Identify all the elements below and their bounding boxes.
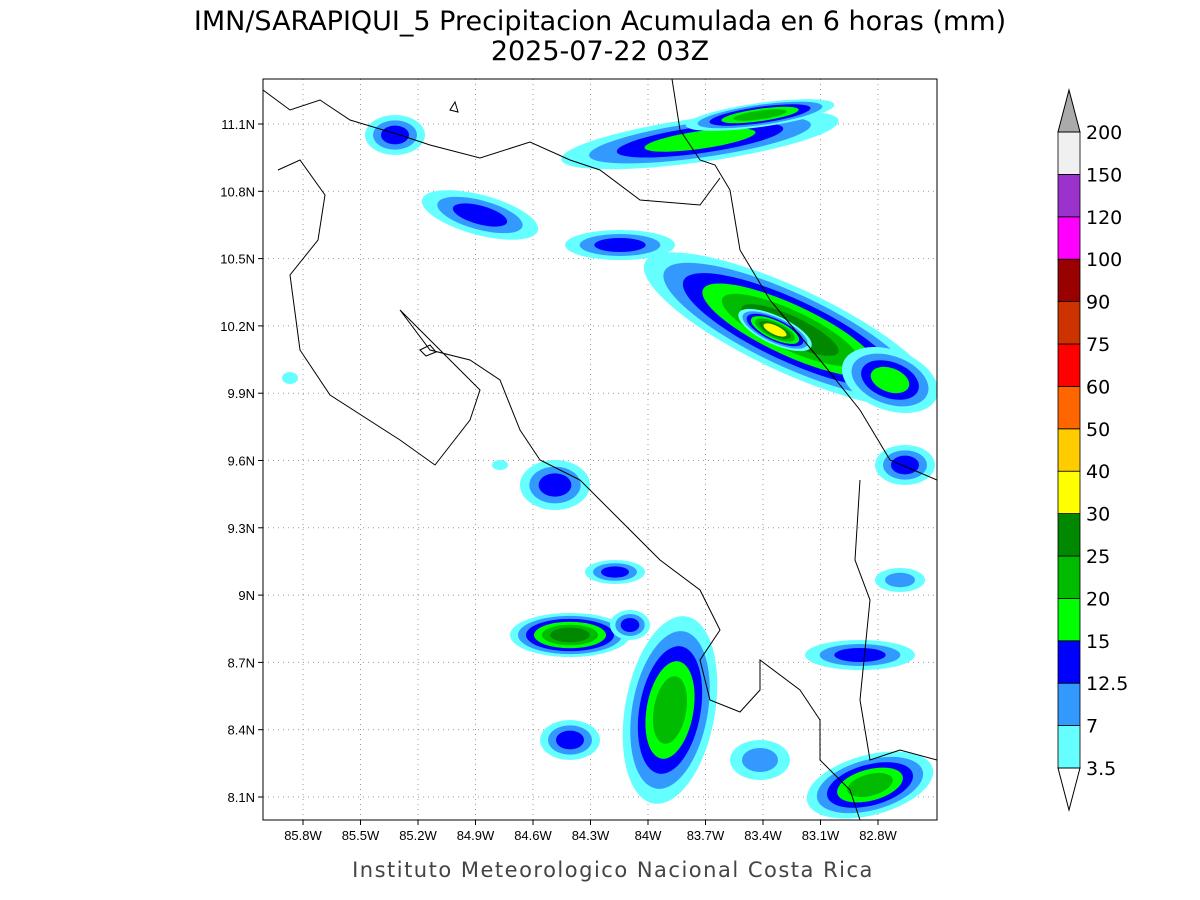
precip-contour bbox=[891, 455, 919, 475]
colorbar-label: 90 bbox=[1086, 292, 1110, 314]
lat-tick-label: 8.7N bbox=[228, 655, 255, 670]
colorbar-under bbox=[1057, 767, 1081, 812]
lon-tick-label: 83.4W bbox=[744, 828, 782, 843]
lon-tick-label: 84.6W bbox=[514, 828, 552, 843]
colorbar-label: 150 bbox=[1086, 164, 1122, 186]
lat-tick-label: 10.8N bbox=[220, 184, 255, 199]
colorbar-segment bbox=[1057, 301, 1081, 345]
colorbar-segment bbox=[1057, 513, 1081, 557]
precip-contour bbox=[282, 372, 298, 384]
precip-contour bbox=[652, 676, 688, 744]
colorbar-label: 200 bbox=[1086, 122, 1122, 144]
lat-tick-label: 9.6N bbox=[228, 454, 255, 469]
lon-tick-label: 83.1W bbox=[802, 828, 840, 843]
colorbar-segment bbox=[1057, 640, 1081, 684]
panama-border bbox=[854, 479, 937, 761]
colorbar: 3.5 7 12.5 15 20 25 30 40 50 60 75 90 100 120 150 200 bbox=[1057, 88, 1128, 812]
precip-contour bbox=[594, 238, 646, 252]
lon-tick-label: 85.5W bbox=[342, 828, 380, 843]
precip-contour bbox=[733, 109, 787, 121]
colorbar-segment bbox=[1057, 682, 1081, 727]
colorbar-segment bbox=[1057, 173, 1081, 218]
colorbar-label: 75 bbox=[1086, 334, 1110, 356]
colorbar-label: 12.5 bbox=[1086, 673, 1128, 695]
lat-tick-label: 8.1N bbox=[228, 790, 255, 805]
precip-contour bbox=[538, 473, 572, 497]
colorbar-segment bbox=[1057, 555, 1081, 599]
precip-contour bbox=[644, 128, 756, 152]
lon-tick-label: 84.9W bbox=[457, 828, 495, 843]
colorbar-label: 50 bbox=[1086, 419, 1110, 441]
lon-tick-label: 85.2W bbox=[399, 828, 437, 843]
precip-contour bbox=[381, 125, 409, 145]
island bbox=[449, 100, 459, 113]
subtitle: 2025-07-22 03Z bbox=[491, 36, 709, 67]
precip-contour bbox=[492, 460, 508, 470]
precipitation-field bbox=[282, 99, 937, 819]
colorbar-segment bbox=[1057, 343, 1081, 387]
lat-tick-label: 9.3N bbox=[228, 521, 255, 536]
lon-tick-label: 84W bbox=[635, 828, 662, 843]
colorbar-segment bbox=[1057, 725, 1081, 769]
caribbean-coast bbox=[671, 79, 937, 481]
colorbar-segment bbox=[1057, 385, 1081, 430]
coastlines bbox=[263, 79, 937, 820]
lon-tick-label: 84.3W bbox=[572, 828, 610, 843]
colorbar-label: 25 bbox=[1086, 546, 1110, 568]
precip-contour bbox=[834, 648, 886, 662]
lat-tick-label: 11.1N bbox=[221, 117, 255, 132]
colorbar-label: 40 bbox=[1086, 461, 1110, 483]
colorbar-over bbox=[1057, 88, 1081, 133]
lon-tick-label: 83.7W bbox=[687, 828, 725, 843]
pacific-coast bbox=[277, 159, 861, 820]
footer: Instituto Meteorologico Nacional Costa R… bbox=[352, 858, 874, 882]
colorbar-label: 20 bbox=[1086, 588, 1110, 610]
nicaragua-border bbox=[263, 89, 721, 206]
ticks: 85.8W 85.5W 85.2W 84.9W 84.6W 84.3W 84W 83.7W 83… bbox=[220, 117, 897, 843]
colorbar-segment bbox=[1057, 216, 1081, 260]
lat-tick-label: 9N bbox=[238, 588, 255, 603]
colorbar-label: 60 bbox=[1086, 376, 1110, 398]
lon-tick-label: 82.8W bbox=[859, 828, 897, 843]
precip-contour bbox=[847, 772, 893, 798]
lat-tick-label: 9.9N bbox=[228, 386, 255, 401]
grid bbox=[263, 79, 937, 820]
precip-contour bbox=[556, 730, 584, 750]
plot-frame bbox=[262, 78, 938, 821]
colorbar-label: 100 bbox=[1086, 249, 1122, 271]
colorbar-segment bbox=[1057, 258, 1081, 303]
precip-contour bbox=[885, 572, 915, 588]
precip-contour bbox=[620, 618, 640, 632]
precip-contour bbox=[742, 748, 778, 772]
precip-contour bbox=[601, 566, 629, 578]
precip-contour bbox=[763, 323, 787, 337]
precip-contour bbox=[550, 627, 590, 643]
colorbar-label: 3.5 bbox=[1086, 758, 1116, 780]
lat-tick-label: 8.4N bbox=[228, 723, 255, 738]
colorbar-label: 15 bbox=[1086, 631, 1110, 653]
colorbar-label: 30 bbox=[1086, 504, 1110, 526]
colorbar-segment bbox=[1057, 428, 1081, 472]
precip-contour bbox=[452, 203, 508, 227]
colorbar-segment bbox=[1057, 131, 1081, 175]
island bbox=[419, 344, 437, 357]
colorbar-segment bbox=[1057, 470, 1081, 515]
colorbar-label: 120 bbox=[1086, 207, 1122, 229]
title: IMN/SARAPIQUI_5 Precipitacion Acumulada … bbox=[194, 6, 1006, 37]
lon-tick-label: 85.8W bbox=[284, 828, 322, 843]
lat-tick-label: 10.5N bbox=[220, 252, 255, 267]
colorbar-segment bbox=[1057, 598, 1081, 642]
precip-contour bbox=[870, 366, 910, 394]
lat-tick-label: 10.2N bbox=[220, 319, 255, 334]
colorbar-label: 7 bbox=[1086, 716, 1098, 738]
